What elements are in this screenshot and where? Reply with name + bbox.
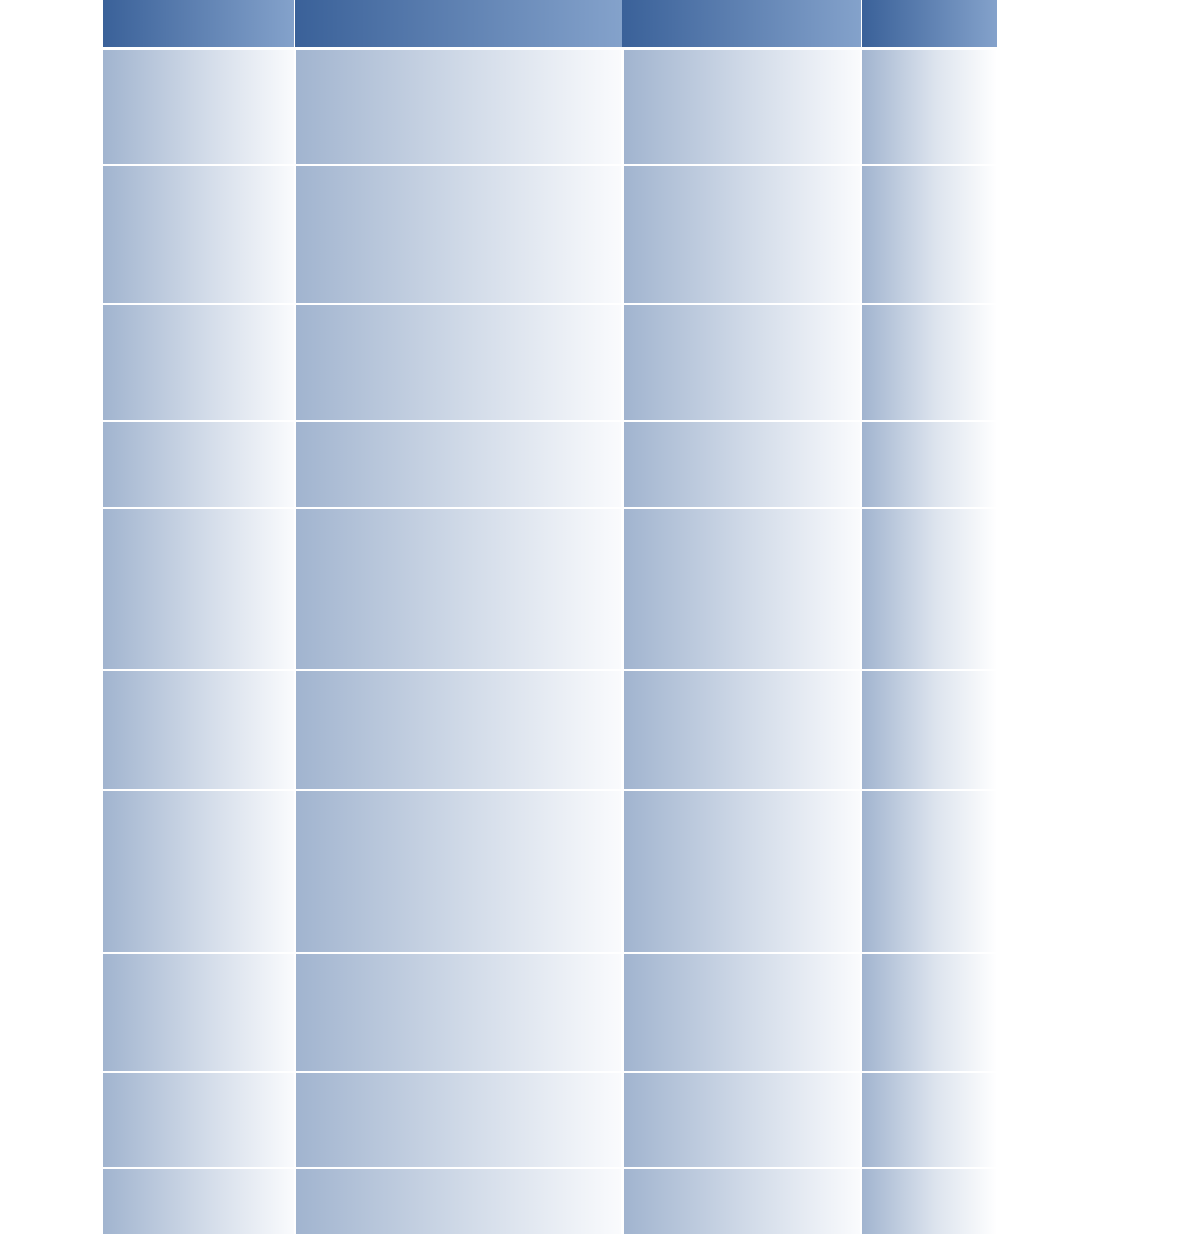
table-cell <box>624 422 860 507</box>
table-cell <box>103 791 294 952</box>
header-cell <box>862 0 997 47</box>
table-cell <box>624 1169 860 1234</box>
table-cell <box>296 50 621 164</box>
table-cell <box>103 1169 294 1234</box>
table-cell <box>103 954 294 1071</box>
table-cell <box>296 509 621 669</box>
table-cell <box>862 954 997 1071</box>
table-cell <box>624 166 860 303</box>
table-cell <box>624 671 860 789</box>
table-cell <box>862 791 997 952</box>
table-cell <box>103 1073 294 1167</box>
table-cell <box>296 305 621 420</box>
table-cell <box>862 671 997 789</box>
table-cell <box>296 422 621 507</box>
header-cell <box>295 0 622 47</box>
table-cell <box>103 422 294 507</box>
table-cell <box>862 50 997 164</box>
table-cell <box>103 166 294 303</box>
table-cell <box>296 791 621 952</box>
table-cell <box>624 1073 860 1167</box>
table-cell <box>624 509 860 669</box>
table-cell <box>862 305 997 420</box>
header-cell <box>622 0 861 47</box>
table-cell <box>103 509 294 669</box>
table-cell <box>103 671 294 789</box>
table-cell <box>862 1073 997 1167</box>
table-cell <box>296 1073 621 1167</box>
table-cell <box>296 954 621 1071</box>
table-cell <box>296 1169 621 1234</box>
table-cell <box>862 1169 997 1234</box>
table-cell <box>103 50 294 164</box>
table-cell <box>624 954 860 1071</box>
header-cell <box>103 0 294 47</box>
table-cell <box>296 166 621 303</box>
table-cell <box>624 791 860 952</box>
table-cell <box>296 671 621 789</box>
table-cell <box>624 50 860 164</box>
table-cell <box>862 166 997 303</box>
table-cell <box>862 509 997 669</box>
table-cell <box>862 422 997 507</box>
table-cell <box>624 305 860 420</box>
table-cell <box>103 305 294 420</box>
